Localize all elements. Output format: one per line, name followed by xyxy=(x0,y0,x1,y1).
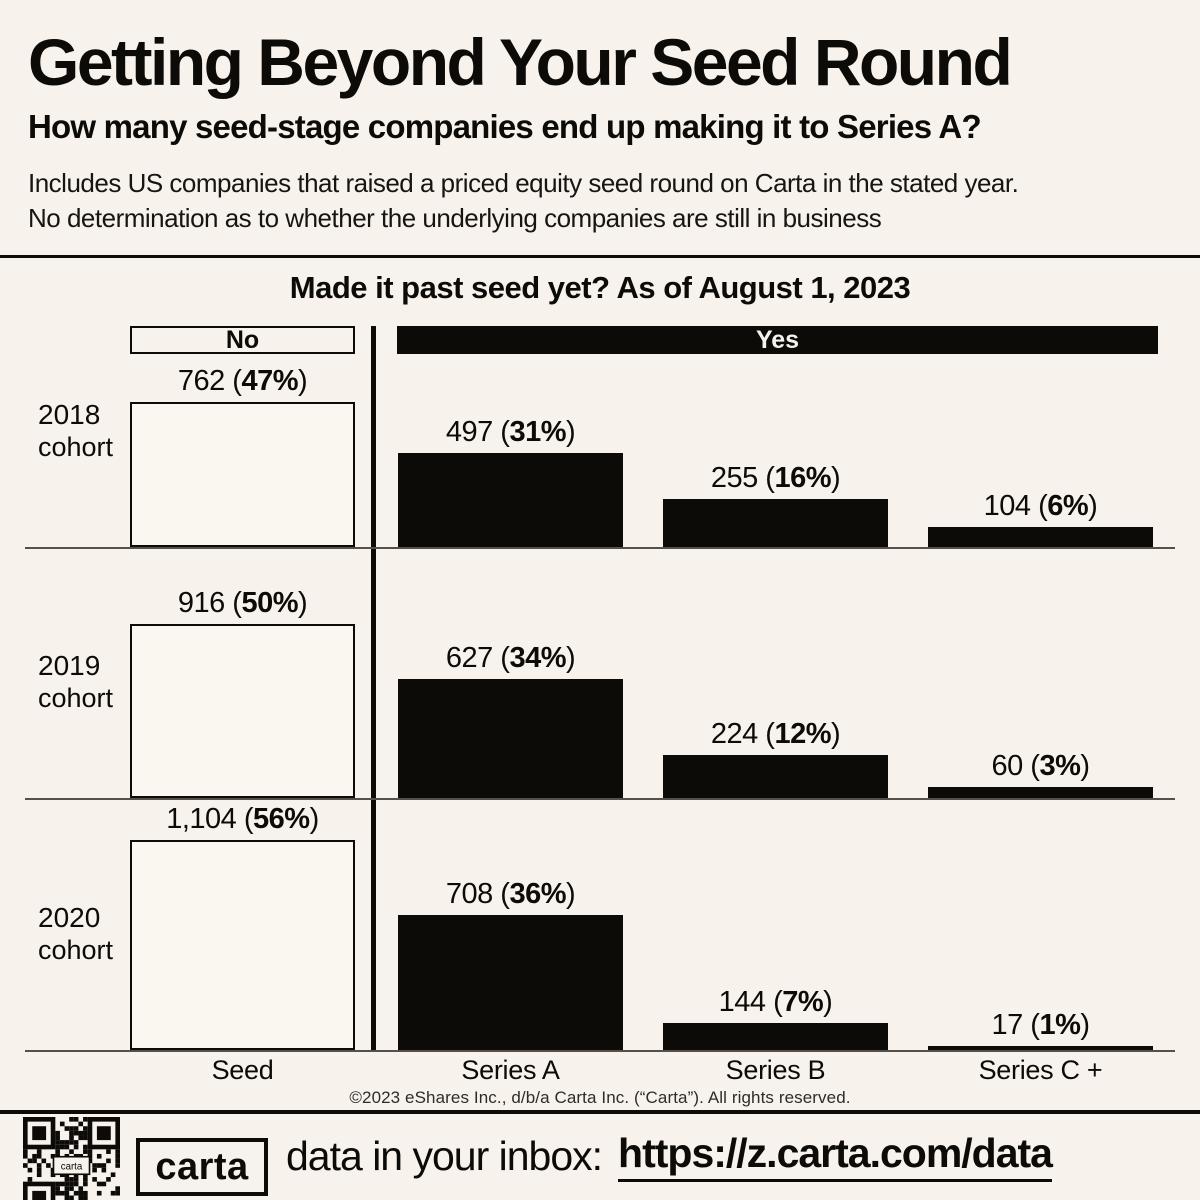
bar-value-text: 916 ( xyxy=(177,587,242,619)
bar-value-text: 627 ( xyxy=(445,642,510,674)
bar-value-label-seed-2020: 1,104 (56%) xyxy=(90,803,395,836)
bar-value-label-series-a-2019: 627 (34%) xyxy=(358,642,663,675)
bar-value-text: ) xyxy=(1080,1009,1090,1041)
bar-value-text: 56% xyxy=(253,803,310,835)
bar-value-text: ) xyxy=(565,416,576,448)
cta-text: data in your inbox: xyxy=(286,1132,603,1179)
yes-group-header: Yes xyxy=(397,326,1158,354)
carta-logo-text: carta xyxy=(155,1145,249,1188)
bar-series-c-2018 xyxy=(928,527,1153,547)
cohort-label-line: 2019 xyxy=(38,650,101,681)
bar-value-text: 708 ( xyxy=(445,878,510,910)
bar-value-text: ) xyxy=(823,986,833,1018)
bar-series-a-2018 xyxy=(398,453,623,547)
bar-value-text: ) xyxy=(297,587,308,619)
no-group-header: No xyxy=(130,326,355,354)
cohort-label-line: cohort xyxy=(38,432,114,462)
x-axis-label-series-a: Series A xyxy=(461,1055,560,1085)
page-subtitle: How many seed-stage companies end up mak… xyxy=(28,108,982,145)
description-line-2: No determination as to whether the under… xyxy=(28,203,882,233)
x-axis-label-series-c: Series C + xyxy=(978,1055,1103,1085)
bar-seed-2020 xyxy=(130,840,355,1050)
bar-value-label-series-a-2018: 497 (31%) xyxy=(358,416,663,449)
bar-value-text: 255 ( xyxy=(710,462,775,494)
bar-value-label-series-c-2020: 17 (1%) xyxy=(888,1009,1193,1042)
bar-series-b-2020 xyxy=(663,1023,888,1050)
bar-value-text: 1% xyxy=(1039,1009,1081,1041)
page-title: Getting Beyond Your Seed Round xyxy=(28,25,1013,99)
bar-value-text: 144 ( xyxy=(718,986,783,1018)
bar-value-text: 36% xyxy=(509,878,566,910)
cta-row: data in your inbox: https://z.carta.com/… xyxy=(286,1114,1053,1198)
bar-value-text: 224 ( xyxy=(710,718,775,750)
row-baseline xyxy=(25,1050,1175,1052)
bar-series-a-2019 xyxy=(398,679,623,798)
footer-bar: carta carta data in your inbox: https://… xyxy=(0,1110,1200,1200)
bar-value-text: 6% xyxy=(1047,490,1089,522)
bar-value-label-series-a-2020: 708 (36%) xyxy=(358,878,663,911)
bar-value-label-seed-2019: 916 (50%) xyxy=(90,587,395,620)
bar-value-text: 104 ( xyxy=(983,490,1048,522)
bar-seed-2019 xyxy=(130,624,355,798)
bar-value-text: 7% xyxy=(782,986,824,1018)
bar-seed-2018 xyxy=(130,402,355,547)
bar-value-text: 60 ( xyxy=(991,750,1040,782)
bar-value-text: ) xyxy=(830,462,841,494)
bar-value-text: 50% xyxy=(241,587,298,619)
cta-url-link[interactable]: https://z.carta.com/data xyxy=(618,1130,1053,1182)
chart-title: Made it past seed yet? As of August 1, 2… xyxy=(289,270,911,305)
bar-series-b-2019 xyxy=(663,755,888,798)
row-baseline xyxy=(25,547,1175,549)
header-divider-rule xyxy=(0,255,1200,258)
bar-value-text: 31% xyxy=(509,416,566,448)
x-axis-label-series-b: Series B xyxy=(725,1055,826,1085)
qr-code: carta xyxy=(23,1117,120,1200)
bar-value-text: 497 ( xyxy=(445,416,510,448)
cohort-label-line: cohort xyxy=(38,935,114,965)
cohort-label-line: cohort xyxy=(38,683,114,713)
cohort-label-line: 2020 xyxy=(38,902,101,933)
bar-value-text: ) xyxy=(830,718,841,750)
bar-value-text: ) xyxy=(309,803,320,835)
carta-logo: carta xyxy=(136,1138,268,1196)
bar-value-text: ) xyxy=(1080,750,1090,782)
bar-value-text: ) xyxy=(1088,490,1098,522)
row-baseline xyxy=(25,798,1175,800)
bar-series-c-2019 xyxy=(928,787,1153,798)
bar-value-text: ) xyxy=(565,642,576,674)
cohort-bar-chart: Made it past seed yet? As of August 1, 2… xyxy=(0,258,1200,1110)
bar-value-text: ) xyxy=(297,365,308,397)
description-line-1: Includes US companies that raised a pric… xyxy=(28,168,1019,198)
no-yes-divider-line xyxy=(371,326,376,1050)
bar-value-text: 12% xyxy=(774,718,831,750)
cohort-label-2019: 2019 cohort xyxy=(38,650,113,714)
svg-text:carta: carta xyxy=(61,1162,83,1173)
bar-value-text: ) xyxy=(565,878,576,910)
bar-value-label-series-b-2020: 144 (7%) xyxy=(623,986,928,1019)
bar-value-label-seed-2018: 762 (47%) xyxy=(90,365,395,398)
bar-value-label-series-c-2018: 104 (6%) xyxy=(888,490,1193,523)
bar-value-text: 16% xyxy=(774,462,831,494)
bar-value-label-series-b-2018: 255 (16%) xyxy=(623,462,928,495)
cohort-label-2020: 2020 cohort xyxy=(38,902,113,966)
bar-value-text: 47% xyxy=(241,365,298,397)
copyright-footnote: ©2023 eShares Inc., d/b/a Carta Inc. (“C… xyxy=(349,1088,851,1107)
bar-value-text: 762 ( xyxy=(177,365,242,397)
cohort-label-line: 2018 xyxy=(38,399,101,430)
bar-series-c-2020 xyxy=(928,1046,1153,1050)
bar-value-text: 3% xyxy=(1039,750,1081,782)
bar-value-label-series-c-2019: 60 (3%) xyxy=(888,750,1193,783)
cohort-label-2018: 2018 cohort xyxy=(38,399,113,463)
bar-value-text: 1,104 ( xyxy=(166,803,254,835)
bar-value-label-series-b-2019: 224 (12%) xyxy=(623,718,928,751)
bar-value-text: 17 ( xyxy=(991,1009,1040,1041)
x-axis-label-seed: Seed xyxy=(211,1055,274,1085)
bar-value-text: 34% xyxy=(509,642,566,674)
bar-series-b-2018 xyxy=(663,499,888,547)
bar-series-a-2020 xyxy=(398,915,623,1050)
